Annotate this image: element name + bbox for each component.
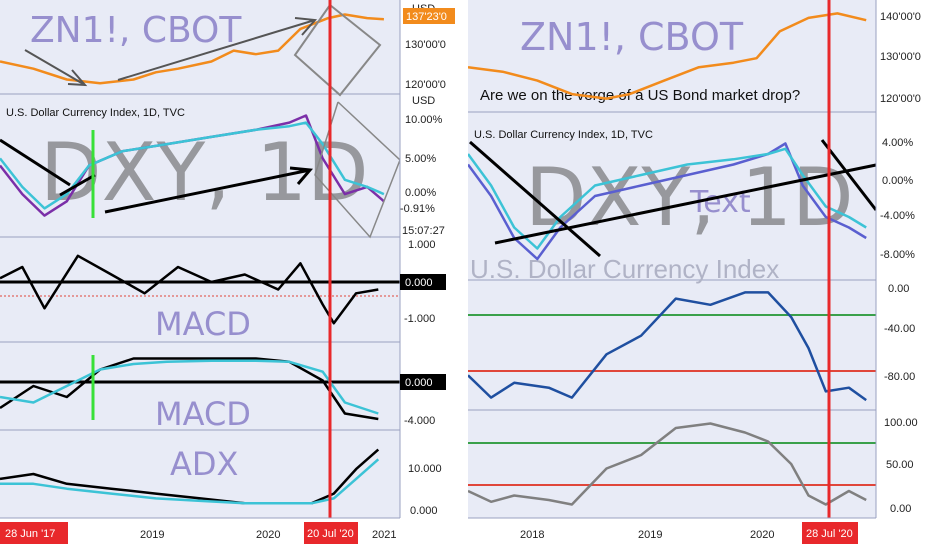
arrow-head — [289, 166, 314, 185]
series-line-6-0 — [466, 142, 867, 261]
arrow-head — [67, 69, 88, 87]
watermark-zn-right: ZN1!, CBOT — [520, 15, 744, 59]
left-x-tick: 2021 — [372, 529, 396, 541]
panel-gap — [458, 0, 468, 550]
pane-bg — [468, 280, 876, 410]
macd2-zero-tag: 0.000 — [405, 377, 433, 389]
left-x-tick: 2019 — [140, 529, 164, 541]
watermark-macd-2: MACD — [155, 395, 251, 433]
pane-title-dxy-right: U.S. Dollar Currency Index, 1D, TVC — [474, 129, 653, 141]
zn-left-tick: 120'00'0 — [405, 79, 446, 91]
osc2-tick: 50.00 — [886, 459, 914, 471]
macd2-zero-tag-bg — [400, 374, 446, 390]
dxy-left-rhombus — [314, 101, 401, 239]
series-line-3-0 — [0, 357, 379, 421]
watermark-adx: ADX — [170, 445, 238, 483]
date-tag-event-left-bg — [304, 522, 358, 544]
dxy-right-tick: 4.00% — [882, 137, 913, 149]
right-price-axis — [876, 0, 932, 518]
osc1-tick: -40.00 — [884, 323, 915, 335]
macd1-zero-tag-bg — [400, 274, 446, 290]
zn-right-tick: 140'00'0 — [880, 11, 921, 23]
watermark-dxy-left: DXY, 1D — [40, 126, 369, 219]
right-x-tick: 2018 — [520, 529, 544, 541]
dxy-left-tick: 10.00% — [405, 114, 443, 126]
pane-bg — [468, 112, 876, 280]
dxy-right-tick: 0.00% — [882, 175, 913, 187]
series-line-4-1 — [0, 458, 380, 505]
arrow-up — [117, 19, 316, 81]
date-tag-start: 28 Jun '17 — [5, 528, 55, 540]
dxy-left-tick: 0.00% — [405, 187, 436, 199]
series-line-6-1 — [466, 147, 867, 250]
watermark-macd-1: MACD — [155, 305, 251, 343]
pane-bg — [468, 410, 876, 520]
dxy-left-trendlines — [0, 138, 314, 214]
pane-bg — [0, 430, 400, 518]
dxy-right-tick: -4.00% — [880, 210, 915, 222]
series-line-8-0 — [467, 422, 867, 506]
pane-bg — [0, 237, 400, 342]
dxy-right-tick: -8.00% — [880, 249, 915, 261]
trend-up — [494, 163, 877, 245]
dxy-left-unit: USD — [412, 95, 435, 107]
adx-tick: 0.000 — [410, 505, 438, 517]
date-tag-start-bg — [0, 522, 68, 544]
macd1-zero-tag: 0.000 — [405, 277, 433, 289]
osc1-tick: -80.00 — [884, 371, 915, 383]
date-tag-event-right-bg — [802, 522, 858, 544]
left-x-tick: 2020 — [256, 529, 280, 541]
osc2-tick: 100.00 — [884, 417, 918, 429]
zn-left-arrows — [24, 4, 382, 97]
macd1-tick: -1.000 — [404, 313, 435, 325]
macd1-tick: 1.000 — [408, 239, 436, 251]
zn-left-last-price-bg — [403, 8, 455, 24]
left-price-axis — [400, 0, 458, 518]
zn-left-last-price: 137'23'0 — [406, 11, 447, 23]
series-line-0-0 — [0, 13, 384, 85]
faint-index-label: U.S. Dollar Currency Index — [470, 254, 779, 284]
right-x-tick: 2019 — [638, 529, 662, 541]
arrow-head — [294, 17, 318, 36]
osc2-tick: 0.00 — [890, 503, 911, 515]
zn-right-tick: 130'00'0 — [880, 51, 921, 63]
watermark-zn-left: ZN1!, CBOT — [30, 10, 242, 51]
series-line-1-1 — [0, 121, 385, 210]
trend-down — [0, 138, 71, 187]
dxy-left-tick: 5.00% — [405, 153, 436, 165]
zn-right-tick: 120'00'0 — [880, 93, 921, 105]
trend-up — [104, 168, 311, 214]
arrow-down — [24, 49, 86, 86]
dxy-left-clock: 15:07:27 — [402, 225, 445, 237]
left-time-axis — [0, 518, 458, 550]
adx-tick: 10.000 — [408, 463, 442, 475]
series-line-7-0 — [467, 291, 867, 402]
zn-left-tick: 130'00'0 — [405, 39, 446, 51]
trend-down — [469, 140, 601, 258]
watermark-dxy-right: DXY, 1D — [525, 151, 854, 244]
macd2-tick: -4.000 — [404, 415, 435, 427]
dxy-left-last-value: -0.91% — [400, 203, 435, 215]
pane-title-dxy-left: U.S. Dollar Currency Index, 1D, TVC — [6, 107, 185, 119]
question-annotation: Are we on the verge of a US Bond market … — [480, 87, 800, 104]
dxy-right-trendlines — [469, 139, 878, 258]
date-tag-event-left: 20 Jul '20 — [307, 528, 354, 540]
trend-down-recent — [820, 139, 878, 211]
date-tag-event-right: 28 Jul '20 — [806, 528, 853, 540]
series-line-3-1 — [0, 359, 379, 415]
osc1-tick: 0.00 — [888, 283, 909, 295]
right-x-tick: 2020 — [750, 529, 774, 541]
series-line-5-0 — [467, 12, 867, 100]
trend-up-short — [59, 173, 96, 197]
rhombus — [293, 4, 382, 97]
